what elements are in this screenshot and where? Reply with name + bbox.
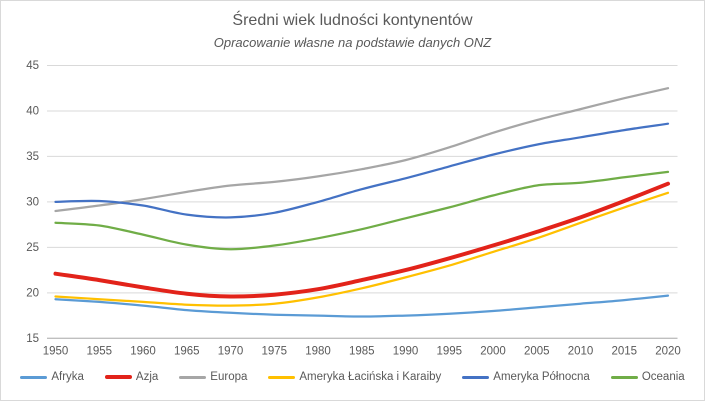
x-tick-label-2000: 2000: [480, 345, 506, 357]
x-tick-label-1990: 1990: [393, 345, 419, 357]
x-tick-label-1975: 1975: [261, 345, 287, 357]
legend-item-oceania: Oceania: [610, 371, 685, 383]
legend-label: Europa: [210, 371, 248, 383]
x-tick-label-2020: 2020: [655, 345, 681, 357]
x-tick-label-1970: 1970: [218, 345, 244, 357]
series-line-ameryka-aci-ska-i-karaiby: [54, 191, 670, 307]
legend-item-ameryka-aci-ska-i-karaiby: Ameryka Łacińska i Karaiby: [268, 371, 441, 383]
x-tick-label-2015: 2015: [611, 345, 637, 357]
x-tick-label-1995: 1995: [436, 345, 462, 357]
legend-swatch-icon: [179, 375, 207, 379]
legend-item-azja: Azja: [104, 371, 159, 383]
legend-swatch-icon: [462, 375, 490, 379]
y-tick-label-30: 30: [26, 196, 39, 208]
y-tick-label-25: 25: [26, 242, 39, 254]
y-tick-label-15: 15: [26, 333, 39, 345]
y-tick-label-35: 35: [26, 151, 39, 163]
series-line-ameryka-p-nocna: [54, 122, 670, 219]
chart-subtitle: Opracowanie własne na podstawie danych O…: [213, 35, 492, 50]
series-line-europa: [54, 87, 670, 213]
y-tick-label-20: 20: [26, 287, 39, 299]
legend-item-europa: Europa: [179, 371, 247, 383]
chart-title: Średni wiek ludności kontynentów: [232, 12, 473, 29]
legend-swatch-icon: [268, 375, 296, 379]
x-tick-label-1985: 1985: [349, 345, 375, 357]
x-tick-label-1980: 1980: [305, 345, 331, 357]
legend-label: Azja: [135, 371, 159, 383]
legend-label: Ameryka Łacińska i Karaiby: [299, 371, 442, 383]
x-tick-label-2010: 2010: [568, 345, 594, 357]
x-tick-label-1955: 1955: [86, 345, 112, 357]
x-tick-label-1950: 1950: [43, 345, 69, 357]
series-line-azja: [53, 181, 670, 299]
series-line-afryka: [54, 294, 670, 318]
legend-label: Oceania: [641, 371, 685, 383]
legend-item-afryka: Afryka: [20, 371, 84, 383]
x-tick-label-1960: 1960: [130, 345, 156, 357]
legend-label: Afryka: [51, 371, 84, 383]
legend-label: Ameryka Północna: [493, 371, 590, 383]
legend-swatch-icon: [610, 375, 638, 379]
legend-swatch-icon: [20, 375, 48, 379]
y-tick-label-45: 45: [26, 60, 39, 72]
x-tick-label-1965: 1965: [174, 345, 200, 357]
x-tick-label-2005: 2005: [524, 345, 550, 357]
legend: Afryka Azja Europa Ameryka Łacińska i Karai…: [1, 371, 704, 383]
y-tick-label-40: 40: [26, 105, 39, 117]
legend-swatch-icon: [104, 375, 132, 379]
legend-item-ameryka-p-nocna: Ameryka Północna: [462, 371, 590, 383]
series-line-oceania: [54, 170, 670, 251]
